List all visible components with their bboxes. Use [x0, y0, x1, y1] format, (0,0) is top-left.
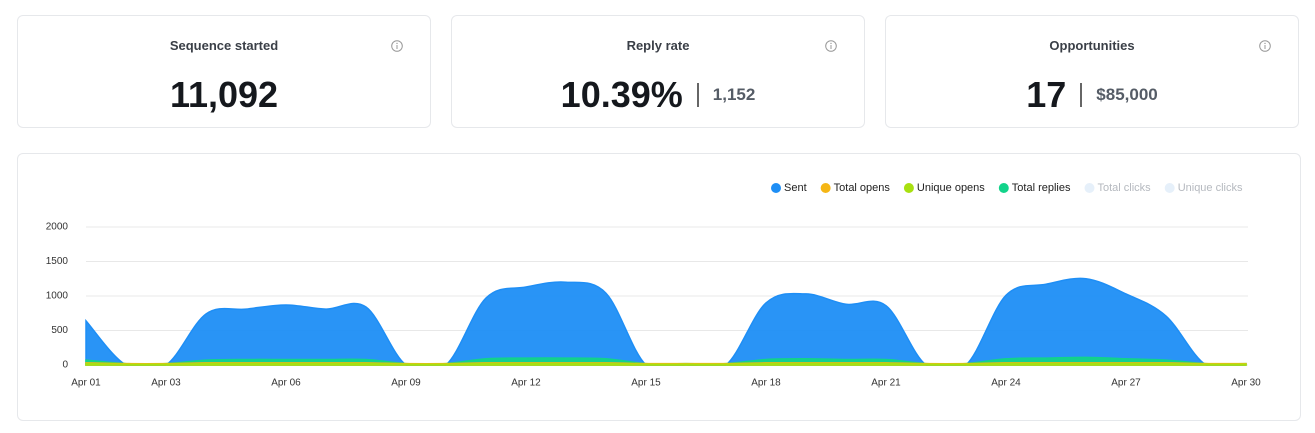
- legend-item[interactable]: Unique clicks: [1164, 182, 1243, 194]
- x-tick-label: Apr 21: [871, 378, 901, 389]
- y-tick-label: 0: [62, 360, 68, 371]
- card-title: Reply rate: [626, 38, 690, 53]
- x-tick-label: Apr 24: [991, 378, 1021, 389]
- area-series: [85, 362, 1247, 366]
- legend-label: Unique opens: [917, 182, 985, 194]
- legend-item[interactable]: Sent: [771, 182, 807, 194]
- legend-item[interactable]: Total opens: [820, 182, 891, 194]
- legend-item[interactable]: Unique opens: [903, 182, 985, 194]
- area-series: [85, 277, 1247, 366]
- stat-card: Opportunities 17 $85,000: [885, 15, 1299, 128]
- legend-swatch: [1084, 183, 1095, 193]
- card-title: Opportunities: [1049, 38, 1135, 53]
- legend-swatch: [1164, 183, 1175, 193]
- legend-label: Total clicks: [1098, 182, 1152, 194]
- info-icon[interactable]: [391, 40, 403, 52]
- x-tick-label: Apr 06: [271, 378, 301, 389]
- y-tick-label: 500: [51, 325, 68, 336]
- legend-label: Sent: [784, 182, 807, 194]
- x-tick-label: Apr 18: [751, 378, 781, 389]
- y-tick-label: 1000: [46, 291, 69, 302]
- x-tick-label: Apr 12: [511, 378, 541, 389]
- info-icon[interactable]: [1259, 40, 1271, 52]
- legend-label: Unique clicks: [1178, 182, 1243, 194]
- card-title: Sequence started: [169, 38, 279, 53]
- info-icon[interactable]: [825, 40, 837, 52]
- legend-swatch: [771, 183, 781, 193]
- y-tick-label: 1500: [46, 256, 69, 267]
- x-tick-label: Apr 15: [631, 378, 661, 389]
- x-tick-label: Apr 30: [1231, 378, 1261, 389]
- card-secondary: 1,152: [712, 85, 756, 104]
- card-value: 11,092: [169, 74, 279, 115]
- legend-swatch: [998, 183, 1009, 193]
- stat-card: Reply rate 10.39% 1,152: [451, 15, 865, 128]
- card-value: 17: [1026, 74, 1067, 115]
- card-value: 10.39%: [560, 74, 683, 115]
- legend-swatch: [903, 183, 914, 193]
- legend-label: Total replies: [1012, 182, 1071, 194]
- card-secondary: $85,000: [1096, 85, 1158, 104]
- legend-item[interactable]: Total replies: [998, 182, 1071, 194]
- x-tick-label: Apr 27: [1111, 378, 1141, 389]
- legend-swatch: [820, 183, 831, 193]
- chart-card: [17, 153, 1301, 421]
- x-tick-label: Apr 03: [151, 378, 181, 389]
- stat-card: Sequence started 11,092: [17, 15, 431, 128]
- x-tick-label: Apr 01: [71, 378, 101, 389]
- legend-item[interactable]: Total clicks: [1084, 182, 1152, 194]
- legend-label: Total opens: [834, 182, 891, 194]
- y-tick-label: 2000: [46, 222, 69, 233]
- x-tick-label: Apr 09: [391, 378, 421, 389]
